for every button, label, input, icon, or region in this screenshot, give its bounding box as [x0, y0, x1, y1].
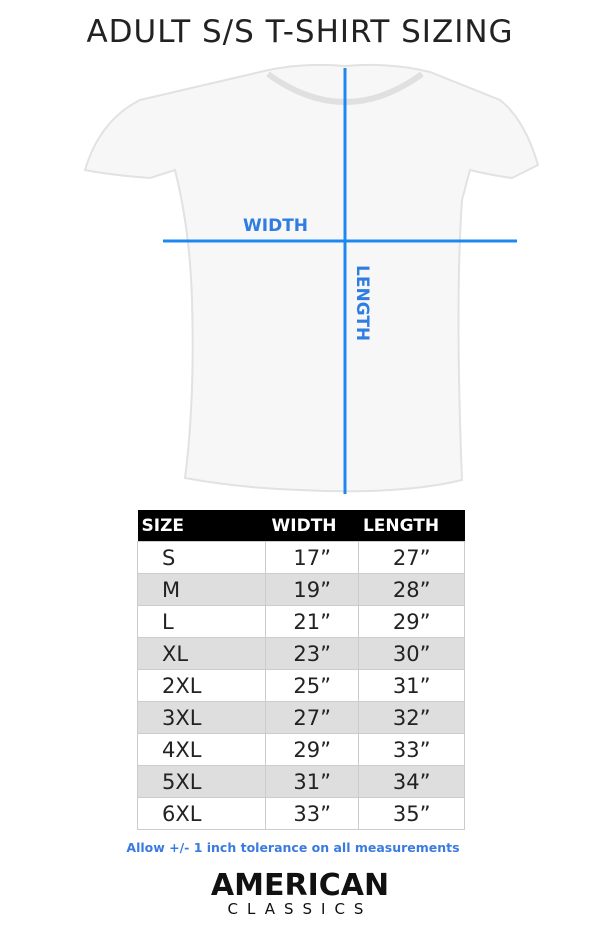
brand-logo-line1: AMERICAN: [210, 868, 390, 903]
width-cell: 21”: [264, 605, 360, 638]
length-cell: 32”: [358, 701, 465, 734]
size-cell: 6XL: [137, 797, 266, 830]
width-cell: 23”: [264, 637, 360, 670]
width-cell: 29”: [264, 733, 360, 766]
size-cell: 2XL: [137, 669, 266, 702]
size-cell: M: [137, 573, 266, 606]
width-cell: 25”: [264, 669, 360, 702]
table-row: 5XL 31” 34”: [137, 765, 465, 798]
length-cell: 33”: [358, 733, 465, 766]
table-row: S 17” 27”: [137, 541, 465, 574]
table-row: 3XL 27” 32”: [137, 701, 465, 734]
header-width: WIDTH: [265, 510, 359, 542]
size-table: SIZE WIDTH LENGTH S 17” 27” M 19” 28” L 21” 29” X…: [137, 510, 465, 830]
length-cell: 29”: [358, 605, 465, 638]
size-cell: L: [137, 605, 266, 638]
header-length: LENGTH: [358, 510, 465, 542]
length-cell: 35”: [358, 797, 465, 830]
width-cell: 31”: [264, 765, 360, 798]
table-row: 4XL 29” 33”: [137, 733, 465, 766]
brand-logo-line2: CLASSICS: [227, 900, 373, 918]
size-cell: 5XL: [137, 765, 266, 798]
table-row: 6XL 33” 35”: [137, 797, 465, 830]
page-title: ADULT S/S T-SHIRT SIZING: [86, 14, 514, 50]
table-row: 2XL 25” 31”: [137, 669, 465, 702]
length-cell: 28”: [358, 573, 465, 606]
size-cell: XL: [137, 637, 266, 670]
size-cell: 4XL: [137, 733, 266, 766]
width-cell: 33”: [264, 797, 360, 830]
width-cell: 17”: [264, 541, 360, 574]
length-cell: 27”: [358, 541, 465, 574]
tolerance-note: Allow +/- 1 inch tolerance on all measur…: [126, 840, 460, 855]
table-row: XL 23” 30”: [137, 637, 465, 670]
width-label: WIDTH: [243, 216, 309, 236]
size-cell: 3XL: [137, 701, 266, 734]
tshirt-shape: [83, 63, 540, 493]
tshirt-diagram: [83, 63, 540, 494]
table-row: L 21” 29”: [137, 605, 465, 638]
length-cell: 34”: [358, 765, 465, 798]
header-size: SIZE: [137, 510, 266, 542]
width-cell: 27”: [264, 701, 360, 734]
length-cell: 31”: [358, 669, 465, 702]
width-cell: 19”: [264, 573, 360, 606]
size-cell: S: [137, 541, 266, 574]
length-cell: 30”: [358, 637, 465, 670]
table-row: M 19” 28”: [137, 573, 465, 606]
table-header: SIZE WIDTH LENGTH: [137, 510, 465, 542]
length-label: LENGTH: [352, 265, 372, 342]
